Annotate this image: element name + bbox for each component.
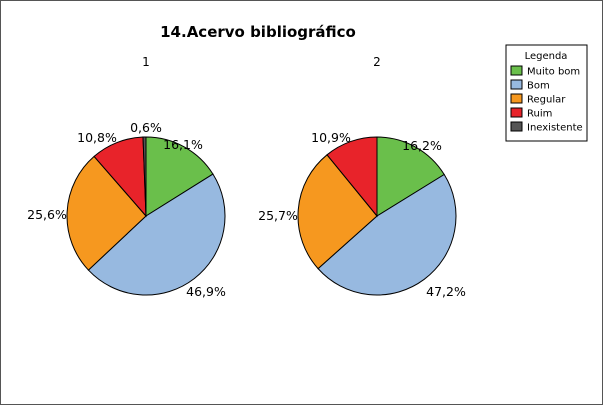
legend-label-muito-bom: Muito bom — [527, 67, 580, 78]
legend-label-bom: Bom — [527, 81, 550, 92]
pie-1-data-label-regular: 25,6% — [27, 207, 67, 222]
pie-2-data-label-regular: 25,7% — [258, 208, 298, 223]
pie-1-name: 1 — [142, 55, 150, 69]
chart-title: 14.Acervo bibliográfico — [160, 23, 356, 41]
pie-2-slice-muito-bom — [376, 136, 445, 217]
legend-swatch-inexistente — [510, 121, 523, 132]
legend-label-ruim: Ruim — [527, 109, 552, 120]
pie-2-data-label-bom: 47,2% — [426, 284, 466, 299]
legend-swatch-ruim — [510, 107, 523, 118]
legend-swatch-bom — [510, 79, 523, 90]
pie-1-data-label-bom: 46,9% — [186, 284, 226, 299]
legend-swatch-muito-bom — [510, 65, 523, 76]
legend-title: Legenda — [525, 51, 568, 62]
pie-1-slice-muito-bom — [145, 136, 214, 217]
legend-swatch-regular — [510, 93, 523, 104]
pie-2-slice-bom — [317, 173, 457, 296]
pie-2: 2 16,2% 47,2% 25,7% 10,9% — [258, 55, 466, 299]
pie-2-name: 2 — [373, 55, 381, 69]
pie-2-slice-ruim — [326, 136, 378, 218]
legend-label-regular: Regular — [527, 95, 566, 106]
legend: Legenda Muito bom Bom Regular Ruim Inexisten… — [505, 44, 588, 142]
pie-1-data-label-inexistente: 0,6% — [130, 120, 162, 135]
pie-1-slice-bom — [87, 173, 226, 296]
pie-1-slice-regular — [66, 155, 147, 271]
pie-1-slice-inexistente — [142, 136, 147, 217]
pie-1: 1 16,1% 46,9% 25,6% 10,8% 0,6% — [27, 55, 226, 299]
pie-1-data-label-ruim: 10,8% — [77, 130, 117, 145]
legend-label-inexistente: Inexistente — [527, 123, 583, 134]
pie-2-data-label-muito-bom: 16,2% — [402, 138, 442, 153]
pie-1-data-label-muito-bom: 16,1% — [163, 137, 203, 152]
pie-2-slice-regular — [297, 154, 378, 270]
pie-2-data-label-ruim: 10,9% — [311, 130, 351, 145]
